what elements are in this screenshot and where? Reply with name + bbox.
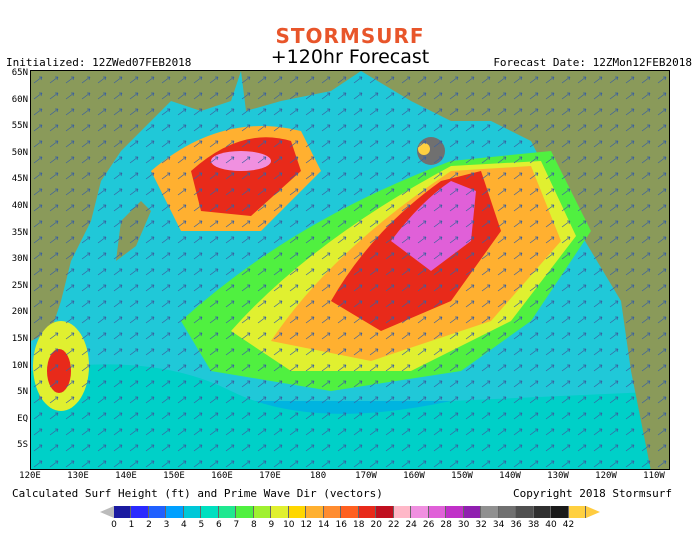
latitude-label: 25N: [11, 280, 28, 291]
scale-swatch: [166, 506, 184, 518]
latitude-label: 5N: [17, 387, 28, 398]
scale-label: 5: [198, 520, 205, 530]
latitude-label: EQ: [17, 413, 28, 424]
scale-label: 42: [562, 520, 575, 530]
scale-label: 30: [457, 520, 470, 530]
scale-under-arrow: [100, 506, 114, 518]
scale-label: 4: [181, 520, 187, 530]
scale-swatch: [393, 506, 412, 518]
scale-label: 22: [387, 520, 400, 530]
scale-swatch: [306, 506, 324, 518]
scale-label: 26: [422, 520, 435, 530]
longitude-label: 170E: [259, 471, 281, 481]
scale-label: 9: [268, 520, 275, 530]
scale-label: 3: [163, 520, 170, 530]
scale-swatch: [341, 506, 359, 518]
scale-swatch: [323, 506, 342, 518]
longitude-label: 120W: [595, 471, 617, 481]
latitude-label: 30N: [11, 254, 28, 265]
scale-label: 2: [146, 520, 152, 530]
latitude-label: 10N: [11, 360, 28, 371]
latitude-label: 50N: [11, 147, 28, 158]
scale-label: 6: [216, 520, 222, 530]
color-scale: [114, 506, 587, 518]
scale-swatch: [568, 506, 587, 518]
scale-swatch: [183, 506, 202, 518]
forecast-title: +120hr Forecast: [270, 46, 430, 68]
scale-swatch: [446, 506, 464, 518]
scale-swatch: [131, 506, 149, 518]
scale-label: 24: [405, 520, 417, 530]
forecast-date-label: Forecast Date: 12ZMon12FEB2018: [493, 56, 692, 69]
footer-caption: Calculated Surf Height (ft) and Prime Wa…: [12, 487, 383, 500]
latitude-label: 60N: [11, 94, 28, 105]
scale-label: 16: [335, 520, 347, 530]
latitude-label: 40N: [11, 201, 28, 211]
longitude-label: 110W: [643, 471, 665, 481]
longitude-label: 170W: [355, 471, 377, 481]
scale-label: 1: [128, 520, 135, 530]
scale-label: 0: [111, 520, 117, 530]
scale-swatch: [428, 506, 447, 518]
scale-label: 40: [545, 520, 557, 530]
footer-copyright: Copyright 2018 Stormsurf: [513, 487, 672, 500]
scale-label: 8: [250, 520, 257, 530]
scale-swatch: [148, 506, 167, 518]
surf-height-map: [30, 70, 670, 470]
scale-swatch: [288, 506, 307, 518]
longitude-label: 120E: [19, 471, 41, 481]
scale-swatch: [114, 506, 132, 518]
scale-label: 12: [300, 520, 312, 530]
map-svg: [31, 71, 669, 469]
scale-label: 38: [527, 520, 540, 530]
scale-swatch: [533, 506, 552, 518]
scale-swatch: [411, 506, 429, 518]
longitude-label: 180: [309, 471, 327, 481]
latitude-label: 15N: [11, 334, 28, 344]
latitude-label: 45N: [11, 174, 28, 185]
scale-label: 20: [370, 520, 382, 530]
longitude-label: 160E: [211, 471, 233, 481]
scale-label: 36: [510, 520, 522, 530]
scale-label: 34: [492, 520, 505, 530]
scale-label: 14: [318, 520, 330, 530]
latitude-label: 35N: [11, 227, 28, 238]
scale-label: 18: [353, 520, 365, 530]
scale-swatch: [253, 506, 272, 518]
scale-label: 10: [283, 520, 295, 530]
scale-label: 7: [233, 520, 240, 530]
scale-swatch: [271, 506, 289, 518]
stormsurf-logo: Stormsurf: [275, 24, 425, 48]
scale-swatch: [498, 506, 517, 518]
latitude-label: 55N: [11, 121, 28, 132]
latitude-label: 20N: [11, 307, 28, 318]
scale-swatch: [218, 506, 237, 518]
longitude-label: 140E: [115, 471, 137, 481]
wave-direction-vectors: [31, 71, 669, 469]
scale-swatch: [481, 506, 499, 518]
scale-over-arrow: [586, 506, 600, 518]
longitude-label: 160W: [403, 471, 425, 481]
longitude-label: 140W: [499, 471, 521, 481]
scale-label: 28: [440, 520, 452, 530]
scale-swatch: [463, 506, 482, 518]
latitude-label: 65N: [11, 68, 28, 78]
scale-swatch: [236, 506, 254, 518]
scale-swatch: [201, 506, 219, 518]
scale-swatch: [376, 506, 394, 518]
longitude-label: 130W: [547, 471, 569, 481]
longitude-label: 150W: [451, 471, 473, 481]
longitude-label: 130E: [67, 471, 89, 481]
scale-swatch: [358, 506, 377, 518]
scale-label: 32: [475, 520, 487, 530]
initialized-label: Initialized: 12ZWed07FEB2018: [6, 56, 192, 69]
scale-swatch: [516, 506, 534, 518]
longitude-label: 150E: [163, 471, 185, 481]
scale-swatch: [551, 506, 569, 518]
latitude-label: 5S: [17, 440, 28, 451]
